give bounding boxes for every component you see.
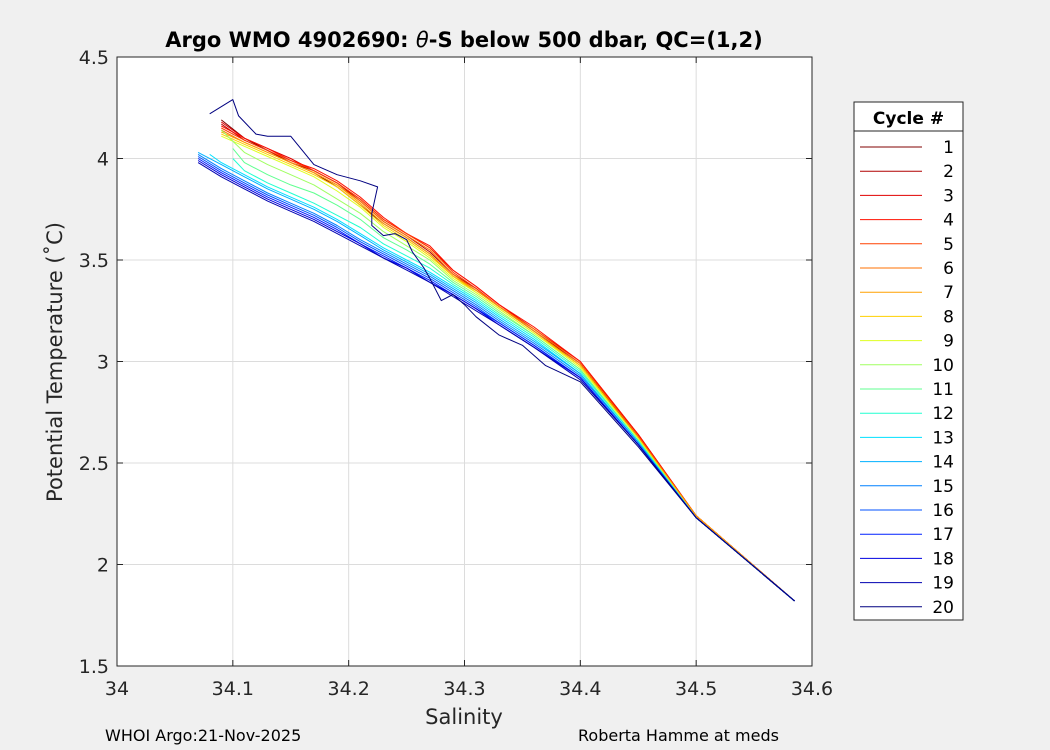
legend-box <box>853 101 964 621</box>
series-layer <box>197 99 795 602</box>
legend-label-cycle-9: 9 <box>943 332 954 352</box>
legend-label-cycle-12: 12 <box>932 404 954 424</box>
x-tick-label: 34.3 <box>443 678 485 700</box>
y-tick-label: 1.5 <box>79 656 109 678</box>
x-axis-label: Salinity <box>425 705 503 729</box>
legend-label-cycle-5: 5 <box>943 235 954 255</box>
y-tick-label: 4 <box>97 149 109 171</box>
x-tick-label: 34.1 <box>212 678 254 700</box>
series-line-cycle-9 <box>221 135 795 602</box>
series-line-cycle-12 <box>232 158 795 602</box>
x-tick-label: 34.4 <box>559 678 601 700</box>
legend-label-cycle-10: 10 <box>932 356 954 376</box>
series-line-cycle-15 <box>197 153 795 602</box>
y-axis-label: Potential Temperature (˚C) <box>43 222 67 502</box>
legend-label-cycle-4: 4 <box>943 211 954 231</box>
series-line-cycle-14 <box>197 151 795 602</box>
legend-label-cycle-13: 13 <box>932 428 954 448</box>
series-line-cycle-20 <box>209 99 795 602</box>
legend-title: Cycle # <box>873 109 944 129</box>
legend-label-cycle-2: 2 <box>943 162 954 182</box>
y-tick-label: 3.5 <box>79 250 109 272</box>
series-line-cycle-11 <box>232 148 795 602</box>
legend-label-cycle-3: 3 <box>943 186 954 206</box>
chart-title: Argo WMO 4902690: θ-S below 500 dbar, QC… <box>165 28 762 52</box>
y-tick-label: 2.5 <box>79 453 109 475</box>
series-line-cycle-8 <box>221 133 795 602</box>
legend-label-cycle-11: 11 <box>932 380 954 400</box>
legend-label-cycle-18: 18 <box>932 549 954 569</box>
x-tick-label: 34.5 <box>675 678 717 700</box>
y-tick-label: 3 <box>97 352 109 374</box>
grid <box>117 57 812 666</box>
legend-label-cycle-17: 17 <box>932 525 954 545</box>
x-tick-label: 34.2 <box>328 678 370 700</box>
legend-label-cycle-1: 1 <box>943 138 954 158</box>
legend-label-cycle-6: 6 <box>943 259 954 279</box>
tick-labels: 34 34.1 34.2 34.3 34.4 34.5 34.6 1.5 2 2.5 3 3.5 4 4.… <box>79 47 833 700</box>
legend-label-cycle-8: 8 <box>943 307 954 327</box>
x-tick-label: 34 <box>105 678 129 700</box>
y-tick-label: 4.5 <box>79 47 109 69</box>
legend-label-cycle-19: 19 <box>932 574 954 594</box>
ticks <box>116 56 813 667</box>
footer-author: Roberta Hamme at meds <box>578 726 779 745</box>
legend-label-cycle-15: 15 <box>932 477 954 497</box>
footer-date: WHOI Argo:21-Nov-2025 <box>105 726 301 745</box>
legend-label-cycle-14: 14 <box>932 453 954 473</box>
series-line-cycle-19 <box>197 162 795 602</box>
legend-label-cycle-16: 16 <box>932 501 954 521</box>
y-tick-label: 2 <box>97 555 109 577</box>
x-tick-label: 34.6 <box>791 678 833 700</box>
legend-label-cycle-7: 7 <box>943 283 954 303</box>
series-line-cycle-18 <box>197 160 795 602</box>
legend-label-cycle-20: 20 <box>932 598 954 618</box>
